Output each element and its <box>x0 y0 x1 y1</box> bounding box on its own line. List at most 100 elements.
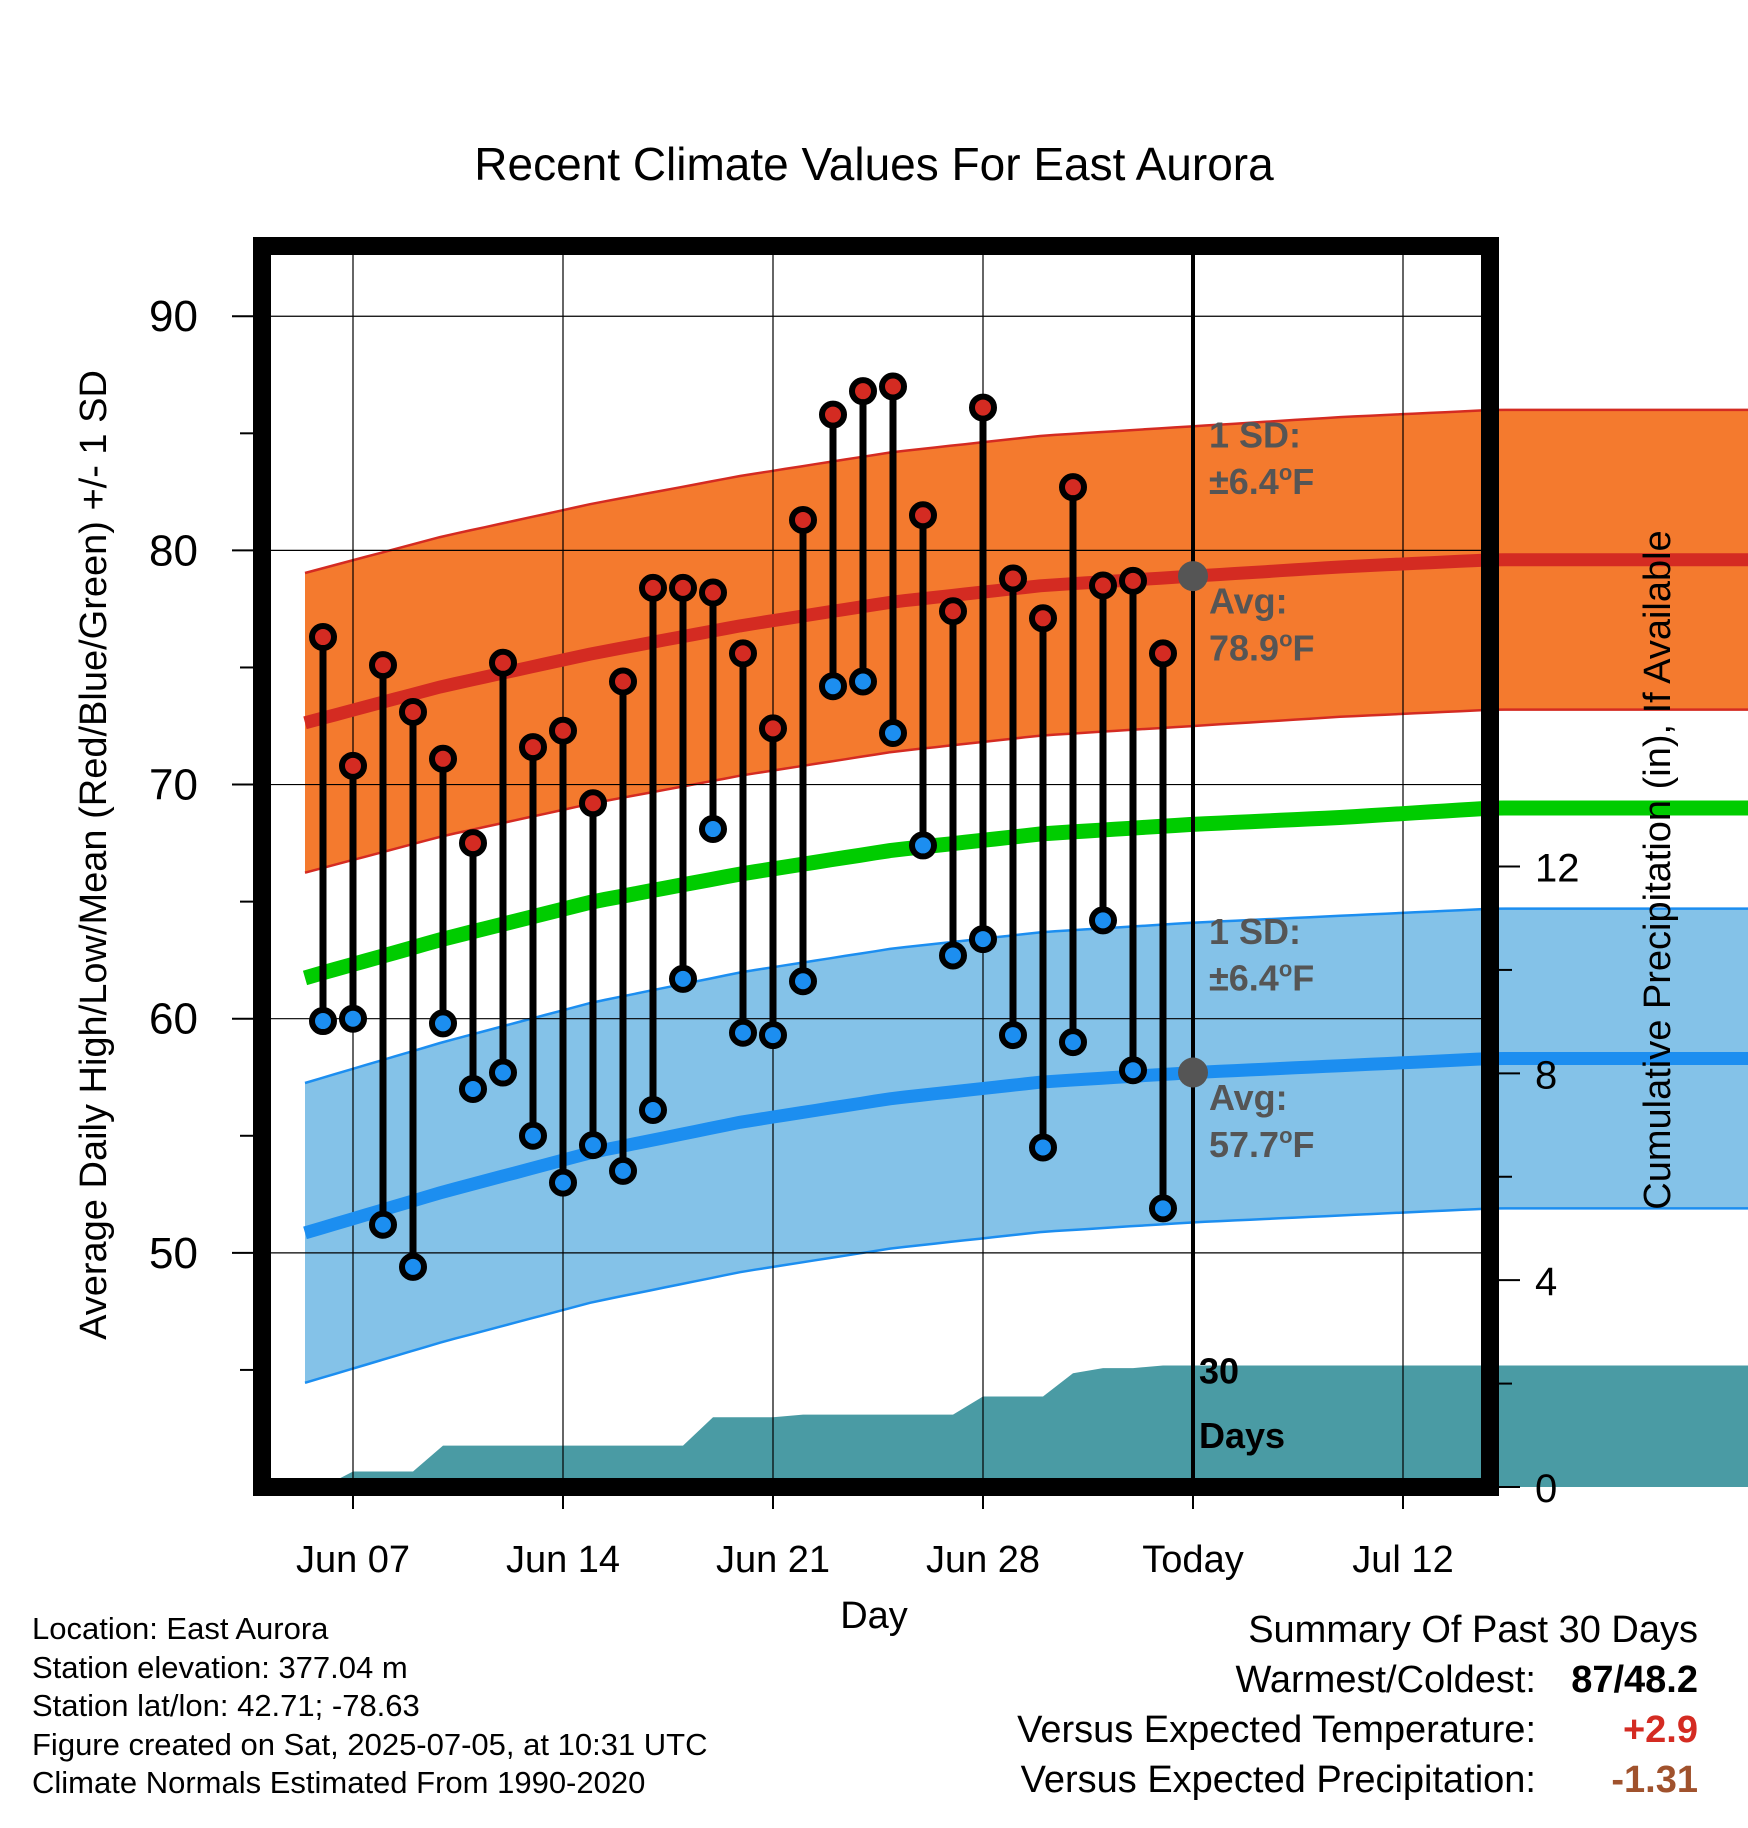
high-sd-band <box>305 409 1748 873</box>
high-point <box>1089 571 1117 600</box>
summary-title: Summary Of Past 30 Days <box>1248 1609 1698 1651</box>
low-point <box>609 1156 637 1185</box>
low-point <box>969 925 997 954</box>
high-point <box>339 751 367 780</box>
low-point <box>369 1210 397 1239</box>
y2-tick-label: 8 <box>1535 1053 1557 1097</box>
high-sd-upper-edge <box>304 408 1748 575</box>
info-elevation: Station elevation: 377.04 m <box>32 1649 408 1685</box>
high-point <box>369 651 397 680</box>
low-point <box>699 815 727 844</box>
low-avg-value: 57.7oF <box>1209 1123 1315 1165</box>
x-tick-label: Jul 12 <box>1352 1539 1453 1581</box>
low-point <box>1119 1056 1147 1085</box>
low-point <box>459 1074 487 1103</box>
temp-anomaly-value: +2.9 <box>1622 1709 1698 1751</box>
low-point <box>669 964 697 993</box>
low-sd-band <box>305 908 1748 1383</box>
high-point <box>999 564 1027 593</box>
low-sd-lower-edge <box>304 1207 1748 1384</box>
x-tick-label: Jun 14 <box>506 1539 620 1581</box>
info-location: Location: East Aurora <box>32 1611 329 1646</box>
today-high-avg-marker <box>1178 561 1208 592</box>
low-point <box>999 1021 1027 1050</box>
low-point <box>429 1009 457 1038</box>
high-point <box>639 573 667 602</box>
y2-tick-label: 4 <box>1535 1260 1557 1304</box>
high-sd-title: 1 SD: <box>1209 414 1301 455</box>
y-tick-label: 80 <box>149 526 198 575</box>
low-point <box>939 941 967 970</box>
x-tick-label: Jun 28 <box>926 1539 1040 1581</box>
coldest-value: 48.2 <box>1624 1659 1698 1701</box>
x-tick-label: Today <box>1142 1539 1243 1581</box>
summary-warm-cold-row: Warmest/Coldest: 87/48.2 <box>1017 1655 1698 1705</box>
days-label-number: 30 <box>1199 1351 1239 1392</box>
high-point <box>309 623 337 652</box>
high-point <box>939 597 967 626</box>
high-point <box>519 733 547 762</box>
low-point <box>489 1058 517 1087</box>
y2-tick-label: 0 <box>1535 1467 1557 1511</box>
low-point <box>909 831 937 860</box>
y-tick-label: 90 <box>149 292 198 341</box>
high-sd-value: ±6.4oF <box>1209 460 1314 502</box>
info-created: Figure created on Sat, 2025-07-05, at 10… <box>32 1726 708 1762</box>
station-info: Location: East Aurora Station elevation:… <box>32 1610 708 1803</box>
days-label-text: Days <box>1199 1415 1285 1456</box>
high-point <box>459 829 487 858</box>
y2-tick-label: 12 <box>1535 847 1580 891</box>
low-sd-value: ±6.4oF <box>1209 957 1314 999</box>
high-point <box>699 578 727 607</box>
precip-anomaly-value: -1.31 <box>1611 1759 1698 1801</box>
high-avg-line <box>303 553 1748 730</box>
low-point <box>519 1121 547 1150</box>
high-point <box>789 505 817 534</box>
summary-precip-row: Versus Expected Precipitation: -1.31 <box>1017 1755 1698 1805</box>
high-point <box>1059 473 1087 502</box>
low-point <box>1059 1028 1087 1057</box>
axes: Jun 07 Jun 14 Jun 21 Jun 28 Today Jul 12 50 60 7… <box>149 237 1580 1581</box>
low-point <box>549 1168 577 1197</box>
warm-cold-label: Warmest/Coldest: <box>1235 1659 1536 1701</box>
temp-anomaly-label: Versus Expected Temperature: <box>1017 1709 1536 1751</box>
low-point <box>1089 906 1117 935</box>
low-point <box>759 1021 787 1050</box>
high-point <box>1029 604 1057 633</box>
high-point <box>489 648 517 677</box>
plot-frame <box>253 237 1499 1496</box>
high-point <box>1119 566 1147 595</box>
warmest-value: 87 <box>1571 1659 1614 1701</box>
high-point <box>879 372 907 401</box>
high-point <box>819 400 847 429</box>
y-axis-label: Average Daily High/Low/Mean (Red/Blue/Gr… <box>73 370 115 1340</box>
x-tick-label: Jun 07 <box>296 1539 410 1581</box>
high-point <box>969 393 997 422</box>
summary-panel: Summary Of Past 30 Days Warmest/Coldest:… <box>1017 1605 1698 1805</box>
chart-title: Recent Climate Values For East Aurora <box>474 138 1274 190</box>
high-point <box>729 639 757 668</box>
high-point <box>399 697 427 726</box>
low-point <box>1029 1133 1057 1162</box>
high-point <box>759 714 787 743</box>
warm-cold-value: 87/48.2 <box>1571 1659 1698 1701</box>
low-point <box>399 1252 427 1281</box>
info-latlon: Station lat/lon: 42.71; -78.63 <box>32 1688 420 1723</box>
low-point <box>729 1018 757 1047</box>
high-point <box>549 716 577 745</box>
low-point <box>789 967 817 996</box>
high-point <box>609 667 637 696</box>
precip-anomaly-label: Versus Expected Precipitation: <box>1020 1759 1536 1801</box>
low-point <box>879 719 907 748</box>
high-avg-value: 78.9oF <box>1209 626 1315 668</box>
high-point <box>1149 639 1177 668</box>
today-low-avg-marker <box>1178 1057 1208 1088</box>
low-avg-title: Avg: <box>1209 1077 1288 1118</box>
y-tick-label: 50 <box>149 1229 198 1278</box>
y-tick-label: 70 <box>149 761 198 810</box>
low-point <box>309 1007 337 1036</box>
high-point <box>429 744 457 773</box>
high-point <box>849 377 877 406</box>
x-axis-label: Day <box>840 1595 908 1637</box>
